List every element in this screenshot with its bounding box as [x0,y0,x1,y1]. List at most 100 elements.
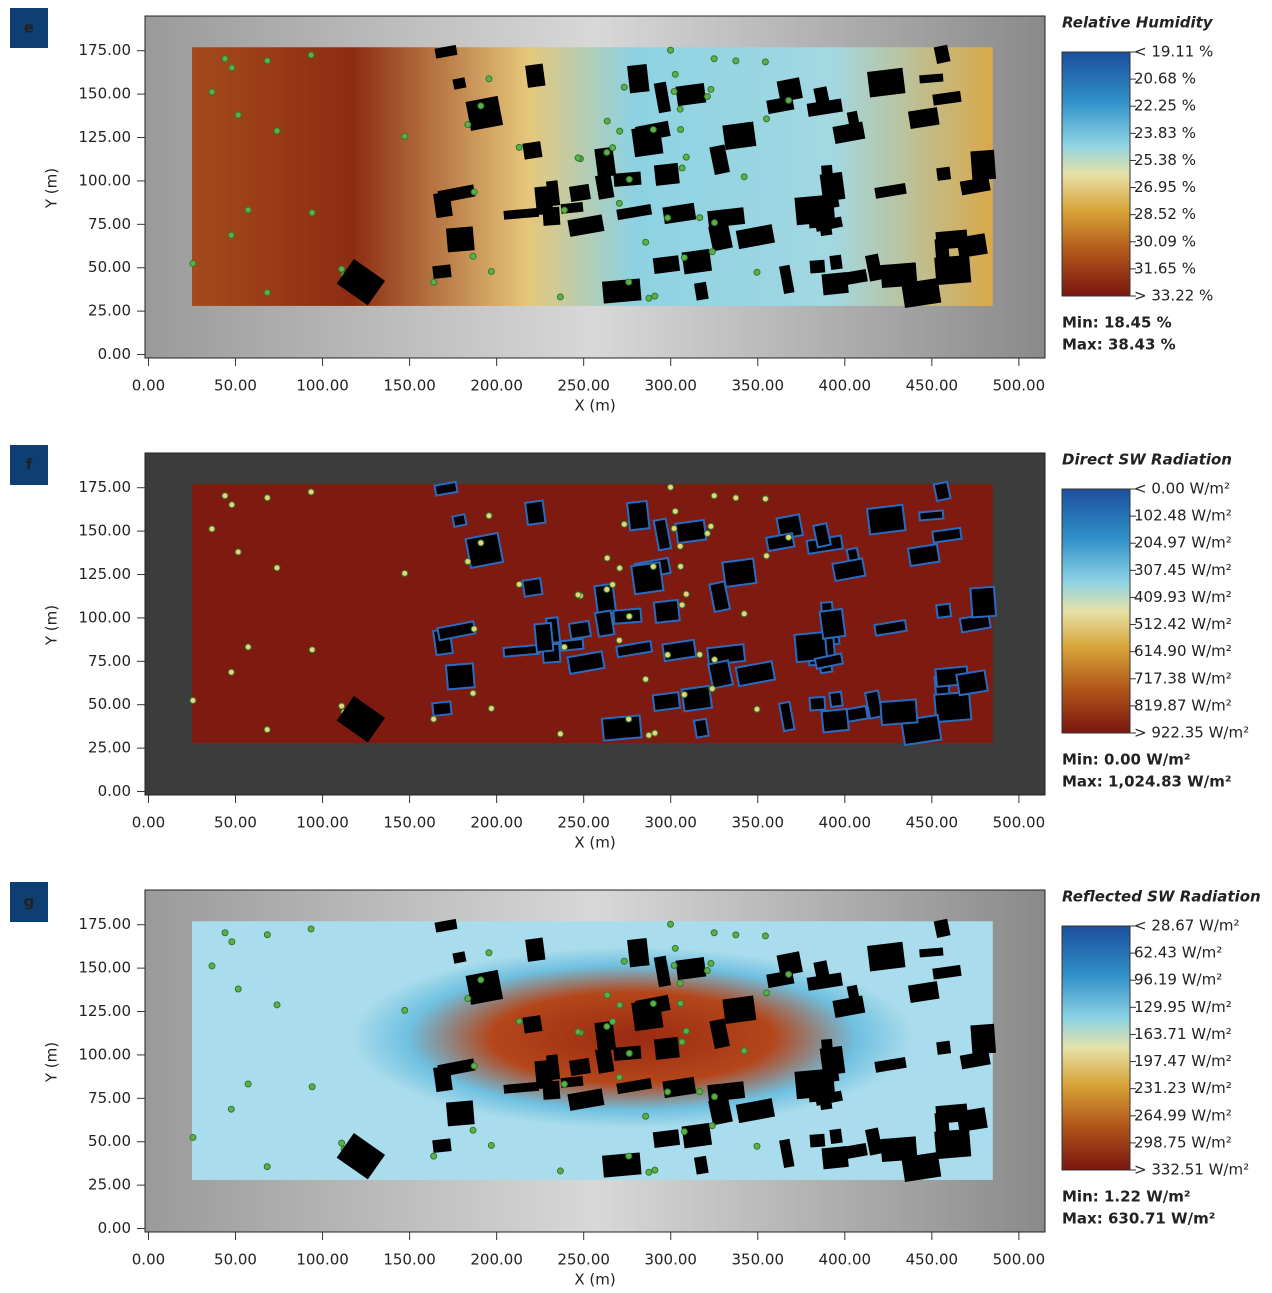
tree [683,591,689,597]
y-tick-label: 125.00 [79,565,132,583]
colorbar-label: 129.95 W/m² [1134,998,1232,1016]
x-axis-label: X (m) [574,397,615,415]
tree [209,526,215,532]
building [821,1146,848,1169]
tree [228,232,234,238]
tree [575,1029,581,1035]
building [432,264,451,279]
building [880,1136,917,1162]
colorbar-label: 717.38 W/m² [1134,669,1232,687]
tree [764,116,770,122]
building [627,501,650,530]
tree [697,1089,703,1095]
tree [668,921,674,927]
tree [733,932,739,938]
tree [678,1000,684,1006]
tree [222,56,228,62]
building [970,587,996,618]
tree [621,84,627,90]
tree [470,1127,476,1133]
colorbar-label: 25.38 % [1134,151,1196,169]
tree [681,1129,687,1135]
tree [617,128,623,134]
x-tick-label: 0.00 [132,1251,165,1269]
tree [786,97,792,103]
colorbar-label: 96.19 W/m² [1134,971,1222,989]
y-axis-label: Y (m) [43,168,61,209]
colorbar-label: < 0.00 W/m² [1134,480,1230,498]
y-tick-label: 25.00 [88,1176,131,1194]
building [675,520,706,543]
y-axis-label: Y (m) [43,1042,61,1083]
tree [339,266,345,272]
building [653,255,680,274]
tree [561,207,567,213]
tree [235,549,241,555]
y-tick-label: 50.00 [88,1132,131,1150]
building [602,278,642,303]
x-tick-label: 150.00 [383,1251,436,1269]
tree [678,563,684,569]
building [810,260,826,274]
tree [643,676,649,682]
tree [431,1153,437,1159]
x-tick-label: 50.00 [214,377,257,395]
tree [626,1050,632,1056]
colorbar-label: 264.99 W/m² [1134,1106,1232,1124]
x-axis-label: X (m) [574,1271,615,1289]
tree [245,644,251,650]
tree [712,1094,718,1100]
building [880,262,917,288]
x-tick-label: 250.00 [557,377,610,395]
building [675,957,706,980]
building [829,255,842,270]
tree [671,963,677,969]
tree [709,249,715,255]
building [653,1129,680,1148]
y-tick-label: 25.00 [88,302,131,320]
building [654,600,680,623]
building [934,482,951,501]
max-label: Max: 38.43 % [1062,336,1176,354]
colorbar-label: > 332.51 W/m² [1134,1161,1249,1179]
y-tick-label: 75.00 [88,215,131,233]
colorbar-label: 31.65 % [1134,259,1196,277]
tree [557,294,563,300]
tree [470,690,476,696]
building [829,692,842,707]
building [525,64,545,88]
tree [754,706,760,712]
tree [478,977,484,983]
y-tick-label: 25.00 [88,739,131,757]
building [627,64,650,93]
tree [733,495,739,501]
building [466,96,504,131]
colorbar-label: 819.87 W/m² [1134,696,1232,714]
tree [465,122,471,128]
y-tick-label: 75.00 [88,652,131,670]
tree [235,112,241,118]
colorbar-label: > 33.22 % [1134,287,1213,305]
tree [264,58,270,64]
y-tick-label: 175.00 [79,41,132,59]
tree [229,502,235,508]
tree [697,652,703,658]
colorbar-label: 20.68 % [1134,70,1196,88]
x-tick-label: 400.00 [819,377,872,395]
x-tick-label: 500.00 [993,814,1046,832]
building [522,1015,542,1034]
tree [274,565,280,571]
tree [431,716,437,722]
tree [704,967,710,973]
tree [678,126,684,132]
building [934,692,971,722]
tree [274,128,280,134]
x-tick-label: 350.00 [732,814,785,832]
tree [557,1168,563,1174]
tree [665,215,671,221]
tree [339,703,345,709]
building [446,226,475,252]
x-tick-label: 500.00 [993,377,1046,395]
tree [604,118,610,124]
tree [561,644,567,650]
